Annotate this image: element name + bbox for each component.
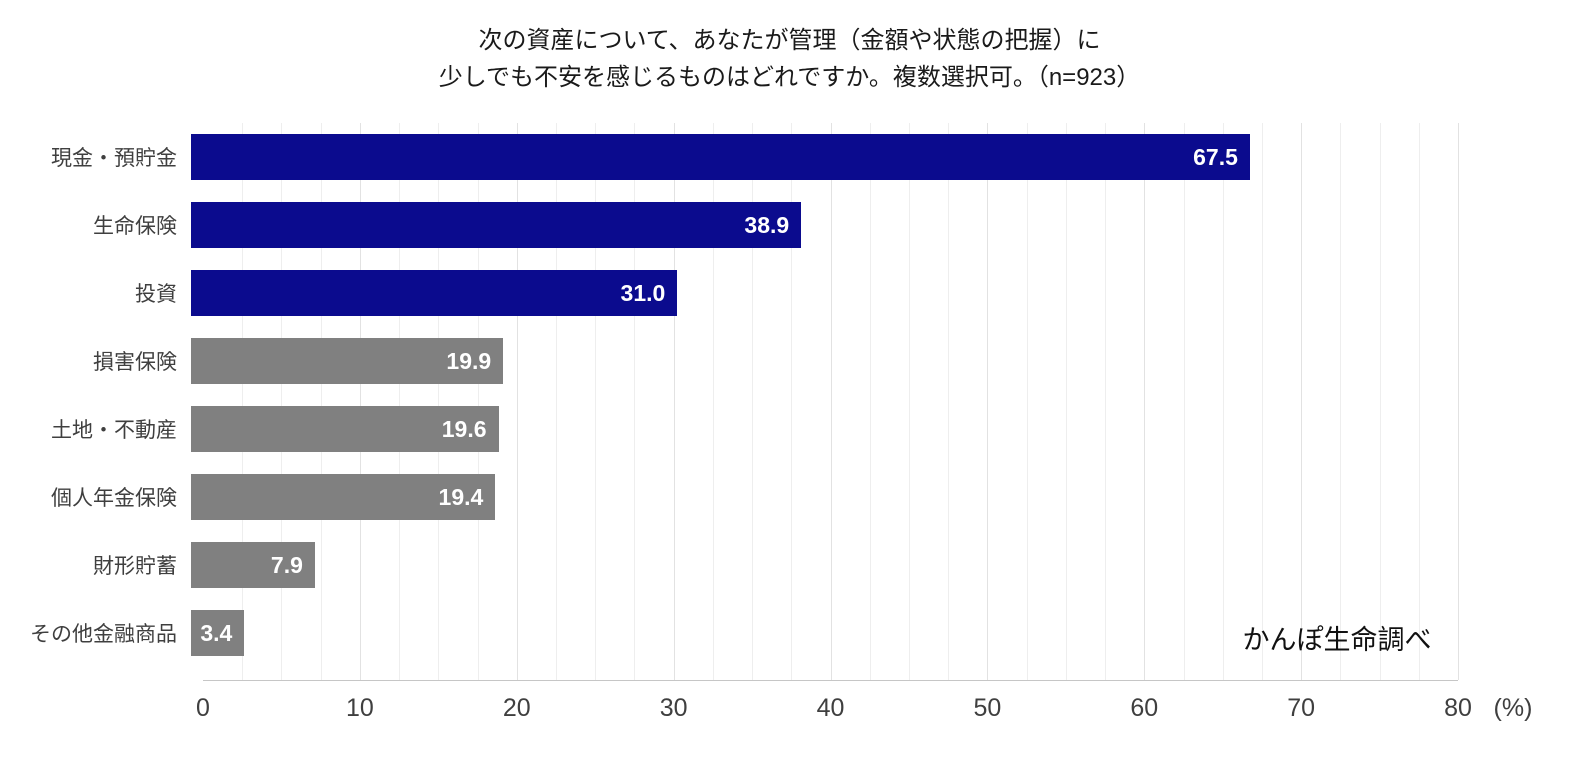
gridline-minor: [477, 123, 479, 680]
x-tick-label: 30: [659, 694, 688, 722]
gridline-minor: [712, 123, 714, 680]
bar-row: 投資 31.0: [0, 259, 1579, 327]
bar-value-label: 38.9: [744, 211, 790, 238]
bar-value-label: 3.4: [200, 619, 233, 646]
gridline-minor: [1418, 123, 1420, 680]
x-tick-label: 0: [196, 694, 210, 722]
bar-track: 19.4: [191, 474, 1446, 520]
plot-gridlines: [203, 123, 1459, 680]
bar: 7.9: [191, 542, 315, 588]
gridline-minor: [869, 123, 871, 680]
gridline-minor: [1183, 123, 1185, 680]
bar-track: 31.0: [191, 270, 1446, 316]
bar: 38.9: [191, 202, 802, 248]
bar-row: 損害保険 19.9: [0, 327, 1579, 395]
gridline-minor: [752, 123, 754, 680]
source-note: かんぽ生命調べ: [1242, 625, 1432, 655]
category-label: その他金融商品: [30, 623, 177, 646]
bar-track: 38.9: [191, 202, 1446, 248]
chart-title-line1: 次の資産について、あなたが管理（金額や状態の把握）に: [478, 27, 1101, 54]
gridline-major: [516, 123, 518, 680]
bar-track: 19.9: [191, 338, 1446, 384]
x-tick-label: 70: [1287, 694, 1315, 722]
x-tick-label: 50: [973, 694, 1002, 722]
gridline-minor: [1340, 123, 1342, 680]
gridline-minor: [595, 123, 597, 680]
gridline-minor: [399, 123, 401, 680]
bar-track: 19.6: [191, 406, 1446, 452]
bar-chart: 現金・預貯金 67.5 生命保険 38.9 投資 31.0 損害保険 19.9 土地・不動産 19…: [0, 123, 1579, 667]
gridline-minor: [1105, 123, 1106, 680]
gridline-major: [987, 123, 989, 680]
bar-row: 個人年金保険 19.4: [0, 463, 1579, 531]
bar-value-label: 67.5: [1193, 143, 1238, 170]
bar-row: 財形貯蓄 7.9: [0, 531, 1579, 599]
bar: 19.6: [191, 406, 499, 452]
x-tick-label: 40: [816, 694, 845, 722]
gridline-minor: [634, 123, 636, 680]
bar-value-label: 19.4: [438, 483, 484, 510]
gridline-minor: [556, 123, 557, 680]
gridline-minor: [320, 123, 322, 680]
bar: 3.4: [191, 610, 245, 656]
category-label: 生命保険: [93, 215, 177, 238]
category-label: 損害保険: [93, 351, 177, 374]
gridline-major: [1144, 123, 1146, 680]
bar-value-label: 19.6: [441, 415, 487, 442]
x-axis: 0 10 20 30 40 50 60 70 80 (%): [196, 694, 1579, 728]
gridline-minor: [791, 123, 793, 680]
bar-value-label: 7.9: [270, 551, 303, 578]
bar: 19.9: [191, 338, 504, 384]
x-axis-line: [203, 680, 1458, 681]
gridline-minor: [438, 123, 440, 680]
bar-row: その他金融商品 3.4: [0, 599, 1579, 667]
gridline-minor: [1026, 123, 1028, 680]
bar: 67.5: [191, 134, 1250, 180]
gridline-major: [359, 123, 361, 680]
bar: 31.0: [191, 270, 678, 316]
gridline-minor: [1222, 123, 1224, 680]
gridline-major: [1458, 123, 1459, 680]
category-label: 財形貯蓄: [93, 555, 177, 578]
x-axis-unit-label: (%): [1493, 694, 1533, 722]
gridline-major: [1301, 123, 1303, 680]
gridline-minor: [908, 123, 910, 680]
category-label: 現金・預貯金: [51, 147, 177, 170]
chart-title: 次の資産について、あなたが管理（金額や状態の把握）に 少しでも不安を感じるものは…: [0, 22, 1579, 96]
bar-row: 現金・預貯金 67.5: [0, 123, 1579, 191]
x-tick-label: 60: [1130, 694, 1159, 722]
bar-row: 土地・不動産 19.6: [0, 395, 1579, 463]
gridline-minor: [1261, 123, 1263, 680]
gridline-major: [673, 123, 675, 680]
gridline-minor: [281, 123, 283, 680]
gridline-minor: [1379, 123, 1381, 680]
gridline-minor: [1065, 123, 1067, 680]
x-tick-label: 80: [1444, 694, 1472, 722]
bar-value-label: 19.9: [446, 347, 492, 374]
bar-row: 生命保険 38.9: [0, 191, 1579, 259]
x-tick-label: 10: [345, 694, 374, 722]
x-tick-label: 20: [502, 694, 531, 722]
category-label: 投資: [135, 283, 177, 306]
category-label: 土地・不動産: [51, 419, 177, 442]
bar-track: 7.9: [191, 542, 1446, 588]
bar: 19.4: [191, 474, 496, 520]
bar-track: 3.4: [191, 610, 1446, 656]
bar-value-label: 31.0: [620, 279, 666, 306]
gridline-major: [830, 123, 832, 680]
gridline-minor: [242, 123, 244, 680]
gridline-minor: [948, 123, 950, 680]
category-label: 個人年金保険: [51, 487, 177, 510]
bar-track: 67.5: [191, 134, 1446, 180]
chart-title-line2: 少しでも不安を感じるものはどれですか。複数選択可。（n=923）: [438, 64, 1141, 91]
